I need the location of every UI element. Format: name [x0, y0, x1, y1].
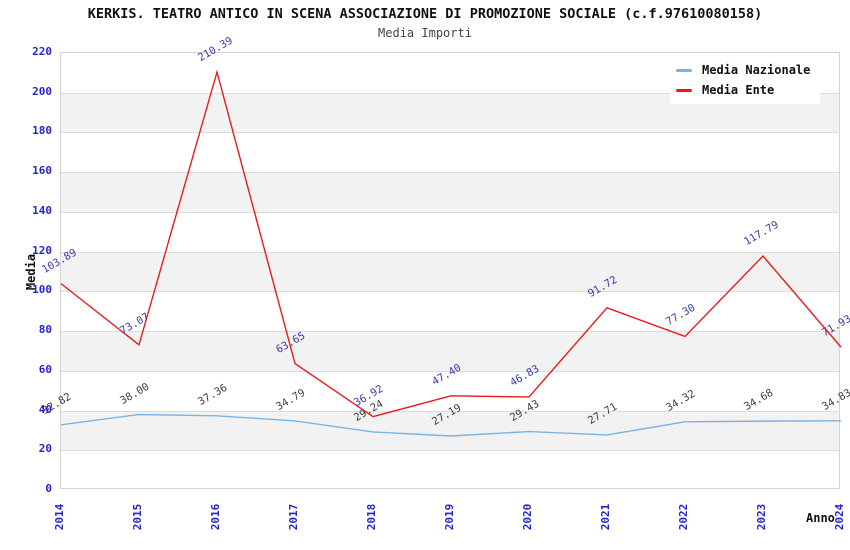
y-tick-label: 160: [32, 164, 52, 178]
legend-label: Media Ente: [702, 83, 775, 97]
y-tick-label: 140: [32, 203, 52, 217]
y-tick-label: 80: [38, 323, 52, 337]
chart-title: KERKIS. TEATRO ANTICO IN SCENA ASSOCIAZI…: [87, 6, 763, 22]
x-tick-label: 2022: [677, 503, 690, 531]
chart-subtitle: Media Importi: [378, 26, 472, 40]
gridline: [61, 370, 839, 372]
series-line-media-nazionale: [60, 413, 842, 437]
gridline: [61, 331, 839, 333]
gridline: [61, 450, 839, 452]
y-tick-label: 220: [32, 45, 52, 58]
y-tick-label: 200: [32, 84, 52, 98]
y-tick-label: 40: [38, 402, 52, 416]
y-tick-label: 60: [38, 362, 52, 376]
x-tick-label: 2024: [833, 503, 846, 531]
gridline: [61, 132, 839, 134]
x-axis-title: Anno: [806, 511, 835, 525]
y-tick-label: 180: [32, 124, 52, 138]
x-tick-label: 2016: [209, 503, 222, 531]
legend-swatch-icon: [676, 68, 692, 72]
grid-band: [61, 410, 839, 451]
plot-area: [60, 52, 842, 489]
legend-swatch-icon: [676, 88, 692, 92]
grid-band: [61, 172, 839, 212]
y-axis-title: Media: [24, 253, 38, 291]
series-line-media-ente: [60, 69, 842, 418]
legend-item: Media Nazionale: [676, 60, 820, 80]
gridline: [61, 291, 839, 293]
gridline: [61, 92, 839, 94]
legend: Media Nazionale Media Ente: [670, 56, 820, 104]
x-tick-label: 2018: [365, 503, 378, 531]
y-tick-label: 100: [32, 283, 52, 297]
x-tick-label: 2019: [443, 503, 456, 531]
x-tick-label: 2015: [131, 503, 144, 531]
y-tick-label: 0: [45, 482, 52, 495]
series-lines: [60, 69, 842, 437]
x-tick-label: 2014: [53, 503, 66, 531]
x-tick-label: 2017: [287, 503, 300, 531]
grid-band: [61, 251, 839, 292]
legend-item: Media Ente: [676, 80, 820, 100]
y-tick-label: 120: [32, 243, 52, 257]
gridline: [61, 251, 839, 253]
gridline: [61, 410, 839, 412]
grid-band: [61, 331, 839, 371]
y-tick-label: 20: [38, 442, 52, 456]
x-tick-label: 2023: [755, 503, 768, 531]
gridline: [61, 211, 839, 213]
x-tick-label: 2020: [521, 503, 534, 531]
x-tick-label: 2021: [599, 503, 612, 531]
gridline: [61, 172, 839, 174]
legend-label: Media Nazionale: [702, 63, 811, 77]
